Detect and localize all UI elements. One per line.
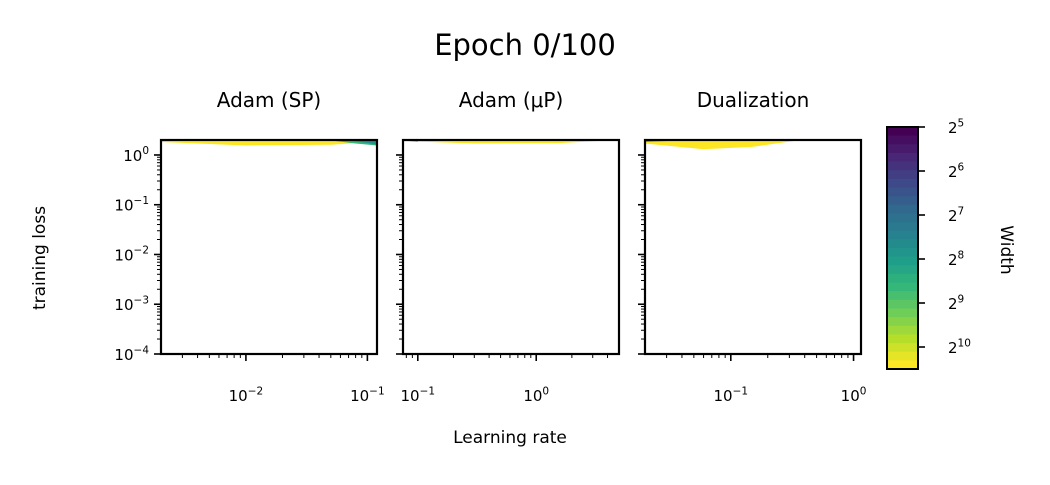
colorbar-segment [887, 317, 918, 327]
panel-plot-1 [396, 138, 621, 361]
colorbar-segment [887, 351, 918, 361]
panel-plot-0 [154, 138, 379, 361]
colorbar-segment [887, 334, 918, 344]
loss-band-width-256 [348, 140, 377, 145]
loss-band-width-1024 [161, 140, 377, 146]
colorbar-segment [887, 299, 918, 310]
colorbar-segment [887, 135, 918, 145]
colorbar-segment [887, 256, 918, 266]
y-tick-label: 100 [123, 145, 149, 165]
colorbar-segment [887, 239, 918, 249]
x-tick-label: 100 [523, 385, 549, 405]
colorbar-tick-label: 210 [948, 337, 971, 357]
colorbar-label: Width [996, 225, 1016, 275]
colorbar-segment [887, 196, 918, 206]
colorbar-segment [887, 178, 918, 189]
colorbar-segment [887, 282, 918, 292]
colorbar-segment [887, 325, 918, 336]
colorbar-segment [887, 273, 918, 284]
x-tick-label: 10−1 [350, 385, 385, 405]
colorbar-segment [887, 248, 918, 258]
y-tick-label: 10−3 [114, 294, 149, 314]
colorbar-segment [887, 222, 918, 232]
y-tick-label: 10−4 [114, 344, 149, 364]
x-tick-label: 10−1 [714, 385, 749, 405]
x-tick-label: 10−1 [401, 385, 436, 405]
y-tick-label: 10−2 [114, 245, 149, 265]
panel-title-dualization: Dualization [696, 88, 810, 112]
colorbar-frame [886, 126, 919, 370]
colorbar-segment [887, 152, 918, 163]
colorbar-segment [887, 291, 918, 301]
colorbar-tick-label: 25 [948, 117, 964, 137]
axes-frame [401, 138, 621, 356]
x-tick-label: 10−2 [229, 385, 264, 405]
x-tick-label: 100 [841, 385, 867, 405]
colorbar-tick-label: 26 [948, 161, 965, 181]
colorbar-segment [887, 144, 918, 154]
colorbar-tick-label: 28 [948, 249, 964, 269]
colorbar-segment [887, 343, 918, 353]
y-tick-label: 10−1 [114, 195, 149, 215]
panel-title-adam-mup: Adam (μP) [458, 88, 564, 112]
colorbar [886, 126, 925, 370]
figure-title: Epoch 0/100 [434, 28, 616, 62]
colorbar-segment [887, 265, 918, 275]
loss-bands [161, 140, 377, 146]
axes-frame [159, 138, 379, 356]
x-axis-label: Learning rate [453, 428, 567, 448]
y-axis-label: training loss [30, 205, 50, 311]
loss-band-width-1024 [645, 140, 798, 150]
colorbar-segment [887, 127, 918, 137]
colorbar-segment [887, 187, 918, 197]
panel-plot-2 [638, 138, 863, 361]
colorbar-tick-label: 29 [948, 293, 964, 313]
colorbar-tick-label: 27 [948, 205, 964, 225]
colorbar-segment [887, 230, 918, 240]
colorbar-segment [887, 161, 918, 171]
colorbar-segment [887, 308, 918, 318]
colorbar-segment [887, 170, 918, 180]
colorbar-segment [887, 213, 918, 223]
colorbar-segment [887, 360, 918, 370]
axes-frame [643, 138, 863, 356]
loss-bands [645, 140, 798, 150]
colorbar-segment [887, 204, 918, 215]
panel-title-adam-sp: Adam (SP) [216, 88, 322, 112]
